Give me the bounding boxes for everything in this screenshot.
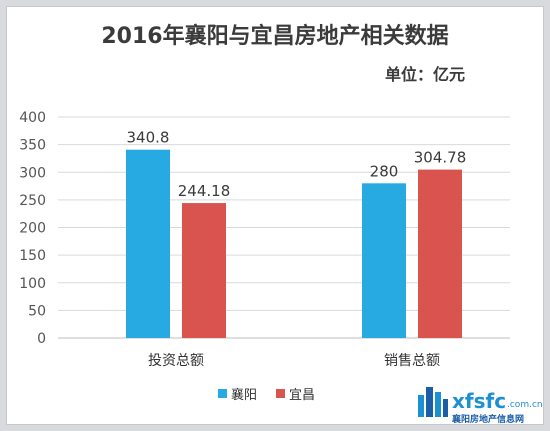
y-tick-label: 150 xyxy=(19,248,46,264)
watermark-brand: xfsfc xyxy=(452,389,506,413)
bar xyxy=(362,183,406,338)
bars xyxy=(126,149,462,338)
data-labels: 340.8 244.18 280 304.78 xyxy=(127,129,467,200)
category-label: 投资总额 xyxy=(148,353,204,369)
legend-swatch xyxy=(276,389,285,398)
legend: 襄阳 宜昌 xyxy=(218,387,315,403)
bar xyxy=(418,169,462,338)
chart-title: 2016年襄阳与宜昌房地产相关数据 xyxy=(101,23,448,49)
y-tick-label: 400 xyxy=(19,110,46,126)
data-label: 244.18 xyxy=(178,182,231,200)
category-label: 销售总额 xyxy=(384,353,440,369)
bar xyxy=(126,149,170,338)
y-tick-label: 0 xyxy=(37,331,46,347)
bar xyxy=(182,203,226,338)
y-tick-label: 200 xyxy=(19,221,46,237)
watermark-domain: .com.cn xyxy=(507,400,543,410)
y-tick-label: 300 xyxy=(19,165,46,181)
y-tick-label: 350 xyxy=(19,138,46,154)
legend-label: 襄阳 xyxy=(231,387,257,403)
y-tick-label: 50 xyxy=(28,303,46,319)
data-label: 280 xyxy=(370,162,399,180)
unit-label: 单位：亿元 xyxy=(385,65,465,84)
data-label: 340.8 xyxy=(127,129,170,147)
watermark-logo: xfsfc .com.cn 襄阳房地产信息网 xyxy=(418,387,543,425)
watermark-subtitle: 襄阳房地产信息网 xyxy=(451,413,524,425)
y-tick-label: 250 xyxy=(19,193,46,209)
x-axis-categories: 投资总额 销售总额 xyxy=(148,353,440,369)
legend-label: 宜昌 xyxy=(289,388,315,403)
y-axis-ticks: 0 50 100 150 200 250 300 350 400 xyxy=(19,110,46,347)
building-icon xyxy=(418,387,448,417)
legend-swatch xyxy=(218,389,227,398)
y-tick-label: 100 xyxy=(19,276,46,292)
data-label: 304.78 xyxy=(414,149,467,167)
